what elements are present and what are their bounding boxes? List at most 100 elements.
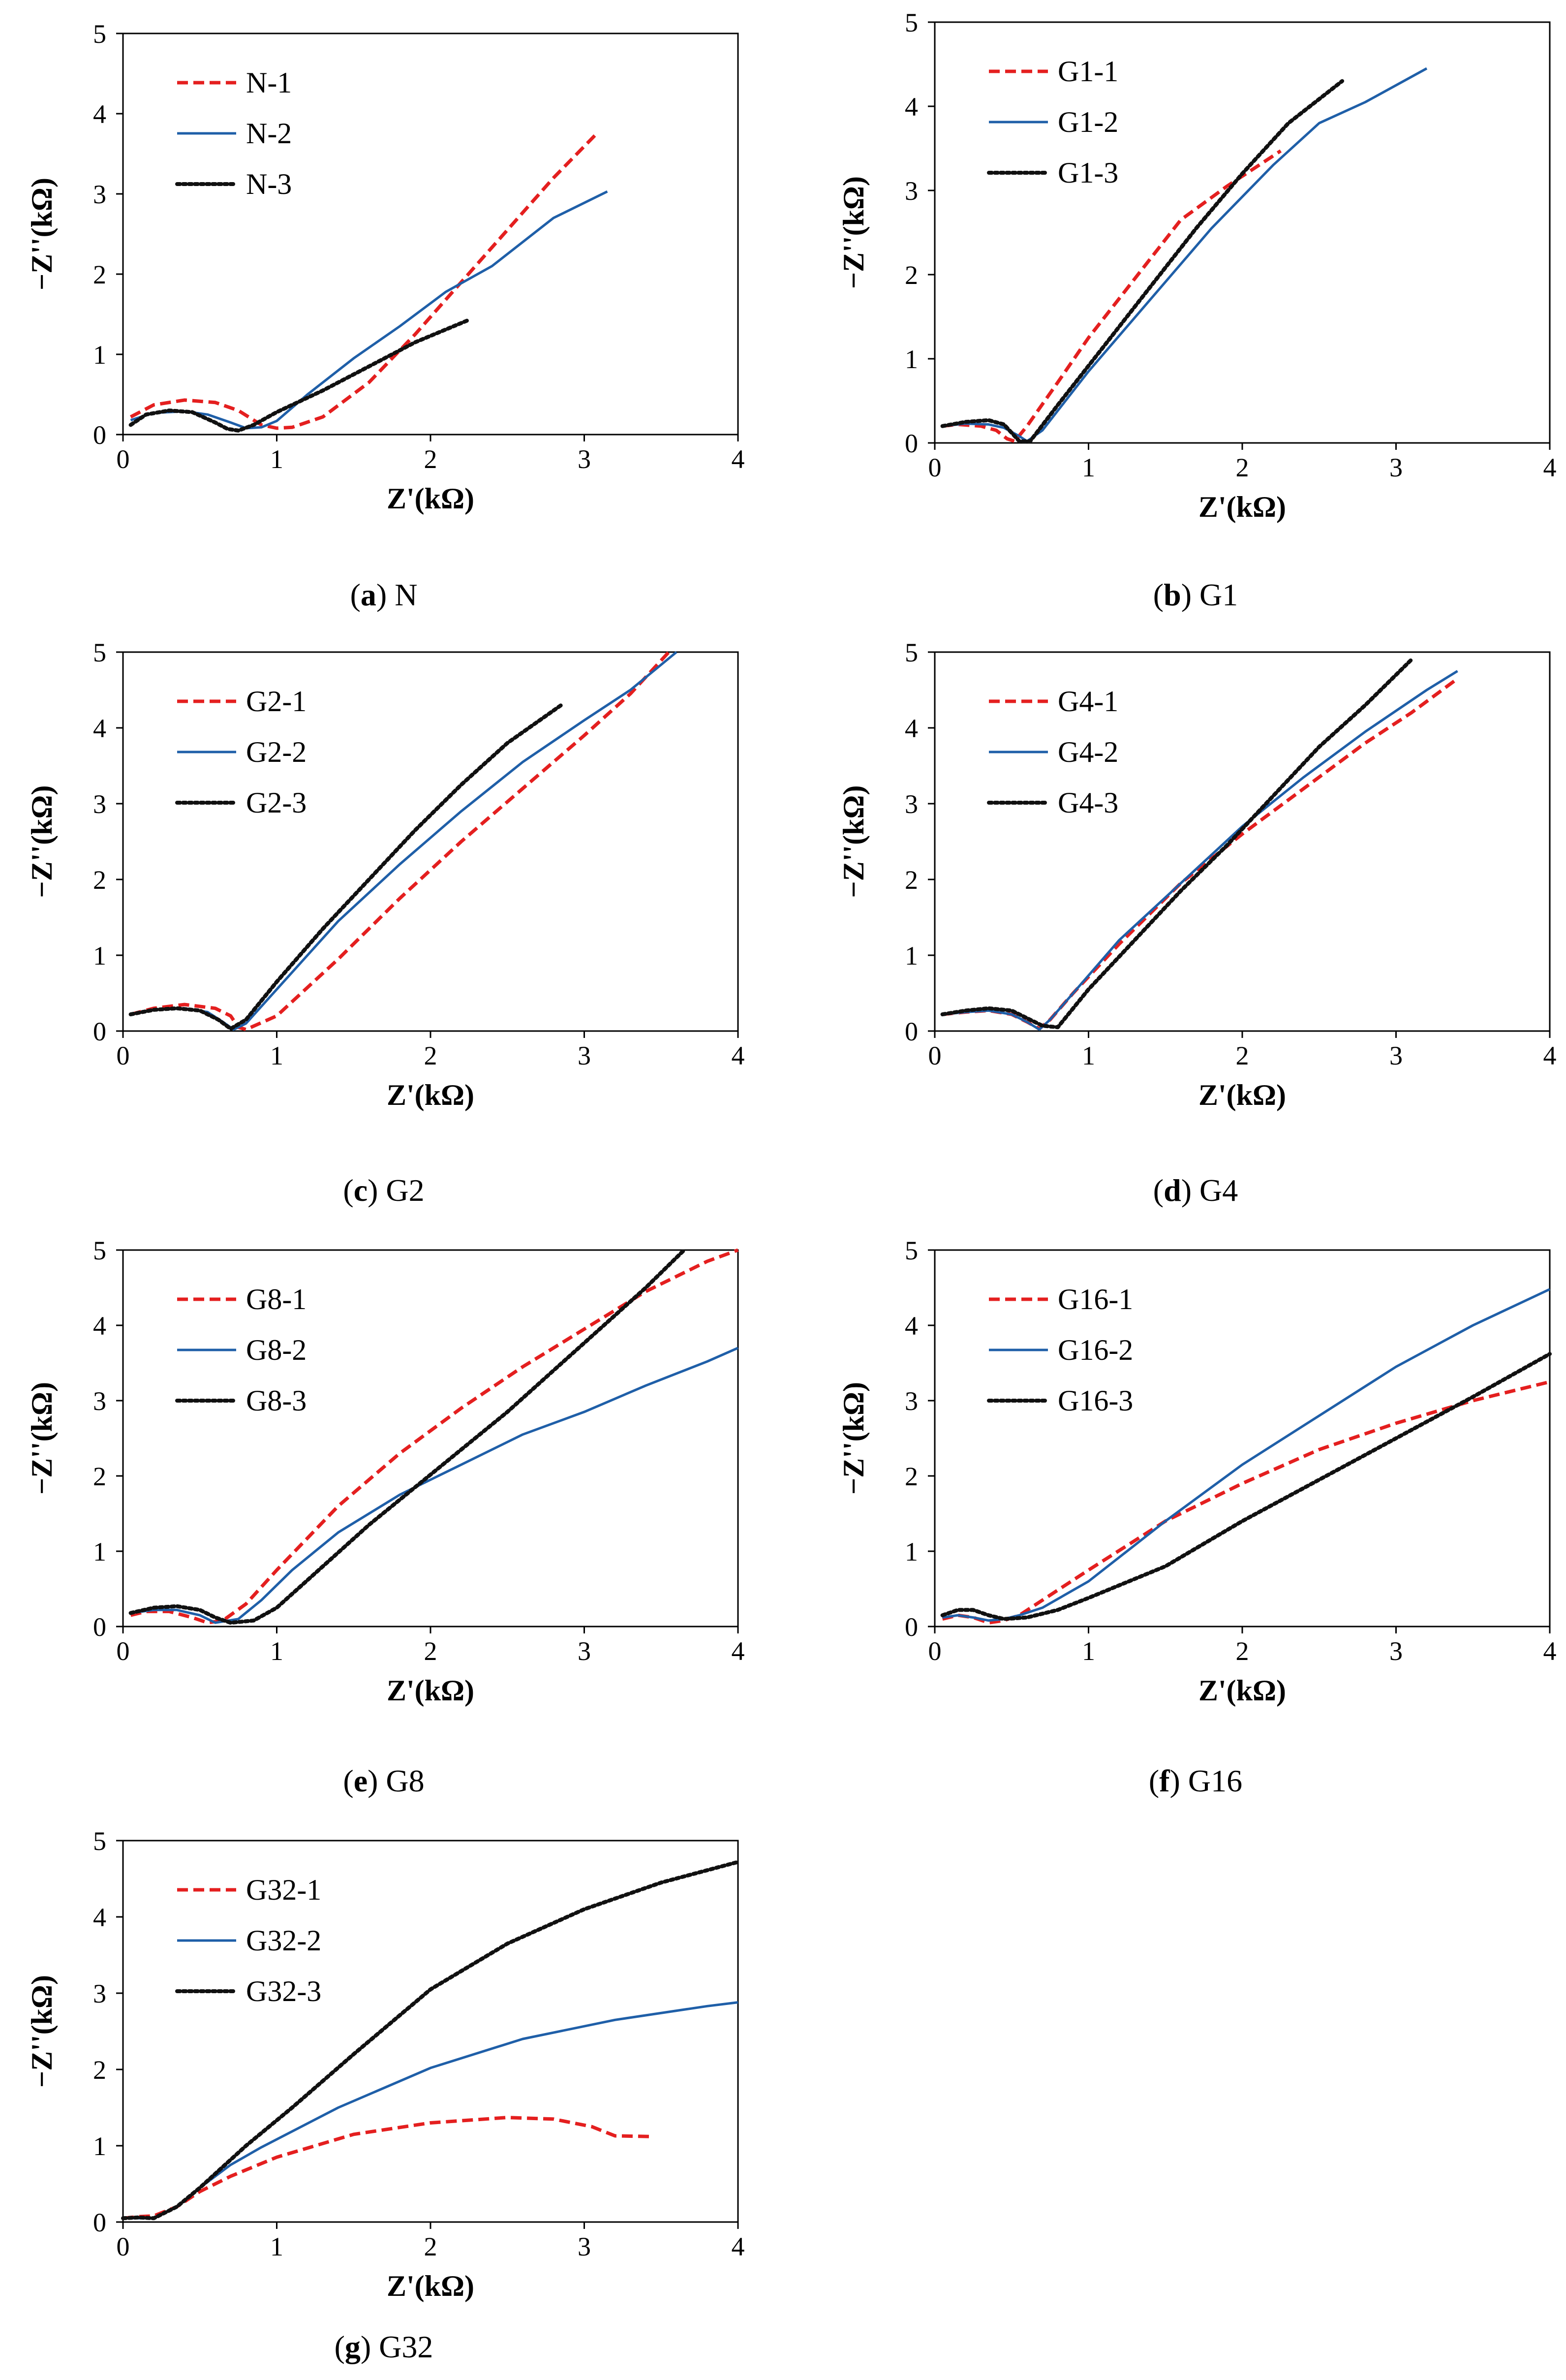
series-line-G8-2: [130, 1347, 739, 1624]
series-line-G2-3: [128, 703, 563, 1031]
y-tick-label: 0: [93, 420, 106, 450]
legend-label: G2-3: [246, 786, 307, 819]
y-tick-label: 3: [93, 1979, 106, 2008]
y-tick-label: 4: [905, 714, 918, 743]
x-tick-label: 4: [732, 1041, 745, 1070]
x-tick-label: 3: [1389, 453, 1403, 482]
x-tick-label: 3: [578, 2232, 591, 2261]
chart-panel-a: 0 1 2 3 4 0 1 2 3 4 5 Z'(kΩ) −Z''(kΩ) N-1 N-2 N-3 (a) N: [26, 19, 745, 612]
y-axis-label: −Z''(kΩ): [837, 176, 870, 289]
x-tick-label: 4: [1543, 1636, 1557, 1666]
legend-label: G8-2: [246, 1334, 307, 1366]
y-tick-label: 1: [905, 344, 918, 374]
series-line-G4-3: [940, 658, 1413, 1030]
x-tick-label: 1: [270, 2232, 283, 2261]
y-tick-label: 5: [905, 638, 918, 667]
y-axis-label: −Z''(kΩ): [26, 178, 58, 290]
x-tick-label: 2: [424, 1636, 437, 1666]
panel-caption: (a) N: [350, 577, 418, 612]
panel-caption: (c) G2: [343, 1173, 424, 1208]
y-axis-label: −Z''(kΩ): [26, 785, 58, 898]
legend-label: G8-1: [246, 1283, 307, 1315]
y-tick-label: 4: [93, 99, 106, 129]
legend-label: G16-2: [1058, 1334, 1133, 1366]
y-tick-label: 2: [93, 865, 106, 895]
chart-panel-c: 0 1 2 3 4 0 1 2 3 4 5 Z'(kΩ) −Z''(kΩ) G2-1 G2-2 G2-3 (c)…: [26, 638, 745, 1208]
legend-label: G4-2: [1058, 736, 1118, 768]
y-tick-label: 4: [93, 714, 106, 743]
legend-label: G2-1: [246, 685, 307, 718]
y-tick-label: 3: [93, 789, 106, 819]
y-tick-label: 1: [93, 340, 106, 370]
series-line-G16-3: [940, 1352, 1552, 1621]
legend-label: G32-3: [246, 1975, 321, 2007]
x-tick-label: 4: [1543, 1041, 1557, 1070]
series-line-G1-1: [942, 149, 1282, 443]
x-tick-label: 4: [732, 444, 745, 474]
legend-label: G4-3: [1058, 786, 1118, 819]
x-tick-label: 2: [424, 1041, 437, 1070]
y-tick-label: 3: [93, 180, 106, 209]
x-axis-label: Z'(kΩ): [387, 482, 474, 515]
x-tick-label: 0: [117, 444, 130, 474]
y-tick-label: 0: [905, 429, 918, 458]
x-tick-label: 2: [1236, 453, 1249, 482]
legend-label: N-3: [246, 168, 292, 200]
x-tick-label: 3: [578, 444, 591, 474]
x-tick-label: 0: [928, 1041, 942, 1070]
series-line-G8-3: [128, 1248, 686, 1625]
plot-frame: [122, 651, 739, 1032]
x-tick-label: 2: [1236, 1041, 1249, 1070]
y-tick-label: 0: [905, 1612, 918, 1642]
chart-panel-b: 0 1 2 3 4 0 1 2 3 4 5 Z'(kΩ) −Z''(kΩ) G1-1 G1-2 G1-3 (b)…: [837, 8, 1557, 612]
x-tick-label: 1: [1082, 453, 1095, 482]
y-tick-label: 2: [905, 865, 918, 895]
x-axis-label: Z'(kΩ): [387, 1079, 474, 1111]
x-tick-label: 0: [117, 1636, 130, 1666]
series-line-G32-3: [121, 1860, 740, 2221]
x-tick-label: 2: [1236, 1636, 1249, 1666]
y-tick-label: 5: [905, 1236, 918, 1265]
y-tick-label: 3: [905, 789, 918, 819]
chart-panel-d: 0 1 2 3 4 0 1 2 3 4 5 Z'(kΩ) −Z''(kΩ) G4-1 G4-2 G4-3 (d)…: [837, 638, 1557, 1208]
y-tick-label: 5: [93, 638, 106, 667]
y-tick-label: 2: [905, 1462, 918, 1491]
y-tick-label: 0: [905, 1017, 918, 1046]
legend-label: G16-3: [1058, 1384, 1133, 1417]
y-tick-label: 2: [93, 2055, 106, 2085]
x-tick-label: 1: [1082, 1636, 1095, 1666]
series-line-N-3: [128, 317, 471, 433]
x-tick-label: 3: [578, 1636, 591, 1666]
panel-caption: (b) G1: [1153, 577, 1238, 612]
chart-panel-e: 0 1 2 3 4 0 1 2 3 4 5 Z'(kΩ) −Z''(kΩ) G8-1 G8-2 G8-3 (e)…: [26, 1236, 745, 1798]
y-tick-label: 1: [93, 1537, 106, 1566]
x-tick-label: 3: [1389, 1636, 1403, 1666]
x-tick-label: 3: [578, 1041, 591, 1070]
series-line-G4-2: [942, 670, 1458, 1031]
x-axis-label: Z'(kΩ): [387, 2270, 474, 2302]
x-tick-label: 0: [928, 453, 942, 482]
series-line-G8-1: [130, 1248, 739, 1625]
panel-caption: (g) G32: [335, 2329, 433, 2364]
y-tick-label: 4: [905, 92, 918, 122]
series-line-N-1: [129, 134, 596, 430]
series-line-G16-1: [942, 1380, 1550, 1625]
y-tick-label: 5: [93, 1826, 106, 1856]
x-tick-label: 1: [1082, 1041, 1095, 1070]
y-tick-label: 3: [905, 1386, 918, 1416]
series-line-G1-3: [940, 79, 1345, 443]
series-line-G16-2: [942, 1288, 1551, 1622]
plot-frame: [934, 21, 1551, 444]
y-tick-label: 2: [93, 260, 106, 289]
y-axis-label: −Z''(kΩ): [26, 1382, 58, 1495]
x-tick-label: 4: [732, 2232, 745, 2261]
legend-label: N-2: [246, 117, 292, 150]
x-tick-label: 0: [117, 1041, 130, 1070]
series-line-G4-1: [942, 679, 1456, 1031]
x-tick-label: 0: [928, 1636, 942, 1666]
series-line-G2-1: [130, 651, 670, 1032]
x-tick-label: 1: [270, 1041, 283, 1070]
plot-frame: [122, 32, 739, 436]
plot-frame: [934, 1249, 1551, 1628]
y-tick-label: 0: [93, 1017, 106, 1046]
